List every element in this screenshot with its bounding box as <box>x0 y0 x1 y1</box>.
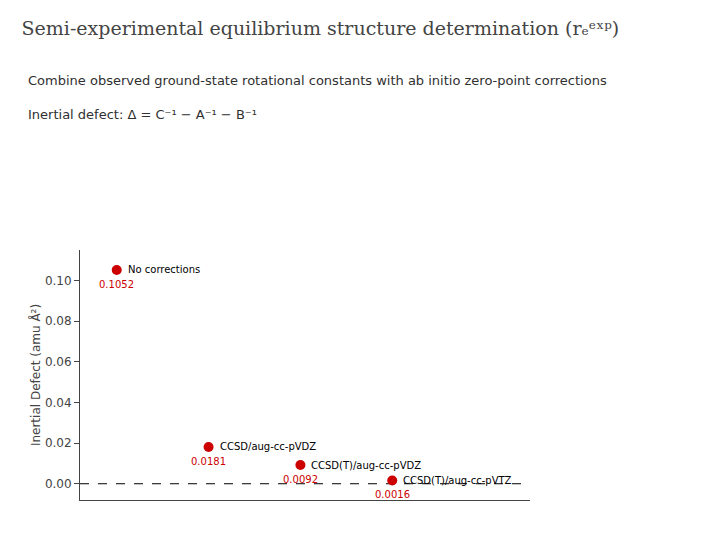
svg-text:0.0016: 0.0016 <box>375 489 410 500</box>
svg-text:0.04: 0.04 <box>45 396 72 410</box>
svg-text:0.06: 0.06 <box>45 355 72 369</box>
svg-text:CCSD/aug-cc-pVDZ: CCSD/aug-cc-pVDZ <box>220 441 316 452</box>
svg-text:Semi-experimental equilibrium: Semi-experimental equilibrium structure … <box>22 17 620 39</box>
svg-text:No corrections: No corrections <box>128 264 200 275</box>
svg-text:0.0181: 0.0181 <box>191 456 226 467</box>
svg-text:0.1052: 0.1052 <box>99 279 134 290</box>
svg-text:0.0092: 0.0092 <box>283 474 318 485</box>
svg-text:Inertial Defect (amu Å²): Inertial Defect (amu Å²) <box>28 304 43 446</box>
svg-text:Inertial defect: Δ = C⁻¹ − A⁻¹: Inertial defect: Δ = C⁻¹ − A⁻¹ − B⁻¹ <box>28 107 257 122</box>
svg-text:CCSD(T)/aug-cc-pVTZ: CCSD(T)/aug-cc-pVTZ <box>403 475 512 486</box>
svg-text:0.10: 0.10 <box>45 274 72 288</box>
svg-text:0.02: 0.02 <box>45 436 72 450</box>
svg-text:Combine observed ground-state: Combine observed ground-state rotational… <box>28 73 607 88</box>
svg-text:0.08: 0.08 <box>45 314 72 328</box>
svg-text:CCSD(T)/aug-cc-pVDZ: CCSD(T)/aug-cc-pVDZ <box>311 460 421 471</box>
svg-text:0.00: 0.00 <box>45 477 72 491</box>
